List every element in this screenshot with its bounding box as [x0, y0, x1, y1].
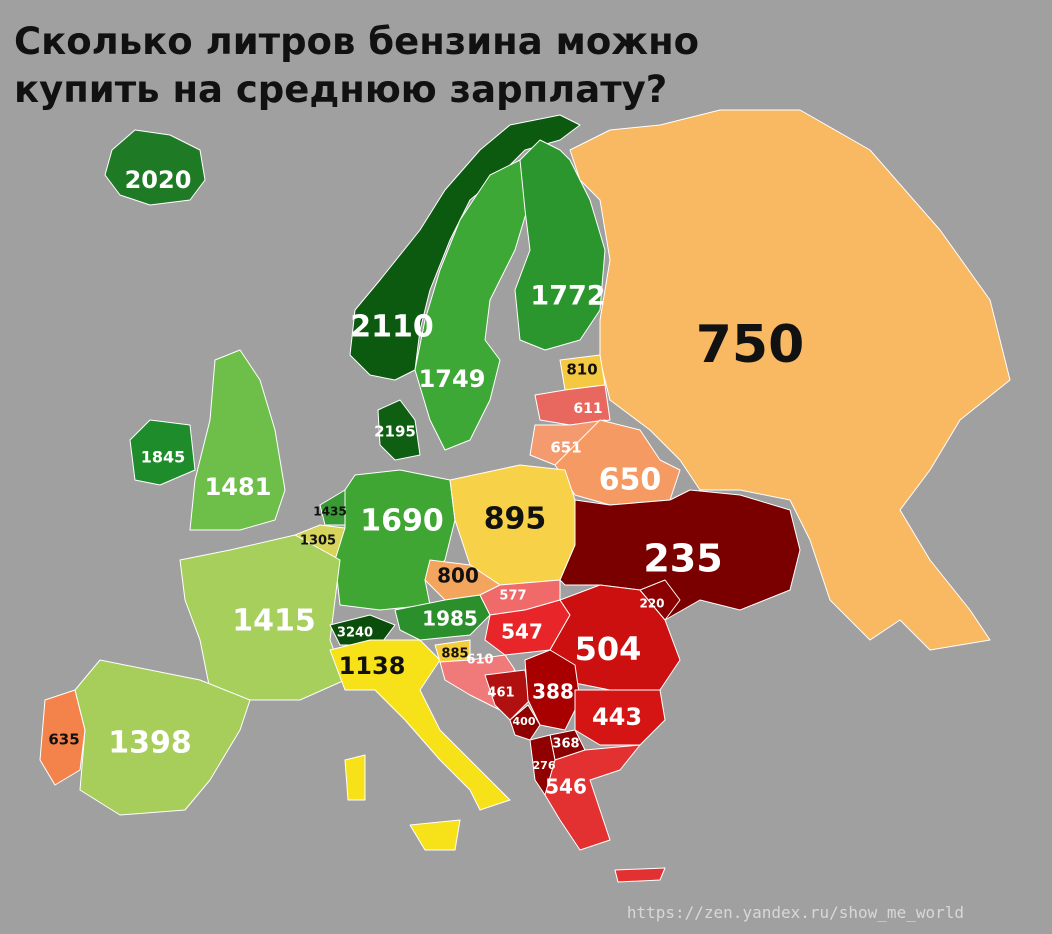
country-label: 651: [550, 439, 581, 457]
country-label: 635: [48, 731, 79, 749]
country-label: 2195: [374, 423, 416, 441]
country-label: 1435: [313, 505, 346, 519]
country: [104, 129, 206, 206]
country: [189, 349, 286, 531]
country: [409, 819, 461, 851]
country: [329, 639, 511, 811]
country-label: 461: [487, 686, 514, 701]
country-label: 276: [533, 759, 556, 772]
country-label: 1749: [419, 365, 486, 393]
country: [74, 659, 251, 816]
country: [509, 704, 541, 741]
country: [534, 384, 611, 426]
country: [574, 689, 666, 746]
country-label: 1138: [339, 652, 406, 680]
country-label: 611: [573, 401, 602, 417]
country-label: 885: [441, 647, 468, 662]
country: [514, 139, 606, 351]
source: https://zen.yandex.ru/show_me_world: [626, 903, 964, 922]
country-label: 220: [639, 597, 664, 611]
country-label: 2020: [125, 166, 192, 194]
country-label: 800: [437, 564, 479, 588]
country: [639, 579, 681, 621]
country-label: 1305: [300, 534, 336, 549]
country-label: 577: [499, 589, 526, 604]
country: [129, 419, 196, 486]
country: [544, 744, 641, 851]
country-label: 810: [566, 361, 597, 379]
country-label: 3240: [337, 626, 373, 641]
country-label: 650: [599, 463, 662, 498]
country-label: 1845: [141, 448, 186, 467]
country-label: 388: [532, 680, 574, 704]
country-label: 546: [545, 775, 587, 799]
country-label: 504: [575, 630, 642, 668]
country-label: 235: [643, 537, 722, 581]
country: [394, 594, 491, 641]
title: Сколько литров бензина можно купить на с…: [14, 20, 700, 111]
country-label: 895: [484, 502, 547, 537]
country: [484, 669, 531, 721]
country: [377, 399, 421, 461]
country-label: 2110: [350, 310, 434, 345]
country: [554, 419, 681, 506]
country-label: 1481: [205, 473, 272, 501]
country-label: 610: [466, 653, 493, 668]
country-label: 547: [501, 620, 543, 644]
country-label: 1415: [232, 604, 316, 639]
country: [344, 754, 366, 801]
country-label: 1985: [422, 607, 478, 631]
country-label: 750: [696, 315, 805, 375]
country-label: 443: [592, 703, 642, 731]
country: [349, 114, 581, 381]
country-label: 1690: [360, 504, 444, 539]
country-label: 400: [513, 715, 536, 728]
country-label: 1772: [530, 281, 605, 312]
country-label: 1398: [108, 726, 192, 761]
country: [524, 649, 581, 731]
country-label: 368: [552, 737, 579, 752]
country: [614, 867, 666, 883]
country: [414, 159, 531, 451]
country: [329, 614, 396, 646]
